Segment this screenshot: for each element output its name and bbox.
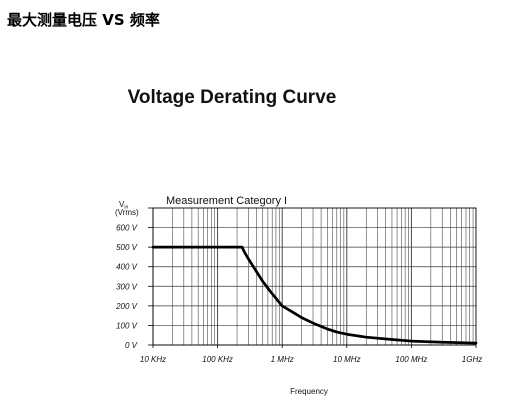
derating-curve (151, 245, 478, 345)
y-tick-label: 500 V (116, 243, 138, 252)
x-tick-label: 1 MHz (271, 355, 294, 364)
y-tick-label: 400 V (116, 263, 138, 272)
chart-title: Voltage Derating Curve (128, 87, 337, 108)
x-tick-label: 10 MHz (333, 355, 361, 364)
x-tick-label: 1GHz (462, 355, 482, 364)
plot-frame (152, 207, 477, 346)
x-tick-label: 10 KHz (140, 355, 166, 364)
y-axis-symbol: V (119, 200, 125, 209)
y-tick-label: 100 V (116, 321, 138, 330)
y-axis-label: Vin (119, 200, 128, 211)
y-tick-label: 0 V (125, 341, 138, 350)
y-axis-unit: (Vrms) (115, 208, 139, 217)
y-tick-label: 300 V (116, 282, 138, 291)
y-tick-label: 600 V (116, 224, 138, 233)
y-tick-label: 200 V (115, 302, 138, 311)
document-heading: 最大测量电压 VS 频率 (7, 11, 160, 29)
axis-ticks: 600 V 500 V 400 V 300 V 200 V 100 V 0 V10 KHz 1… (115, 207, 482, 364)
y-axis-subscript: in (124, 205, 128, 211)
plot-grid (152, 207, 477, 346)
x-axis-label: Frequency (290, 387, 328, 396)
chart-subtitle: Measurement Category I (166, 195, 287, 207)
x-tick-label: 100 KHz (202, 355, 233, 364)
series-layer (151, 245, 478, 345)
x-tick-label: 100 MHz (395, 355, 427, 364)
